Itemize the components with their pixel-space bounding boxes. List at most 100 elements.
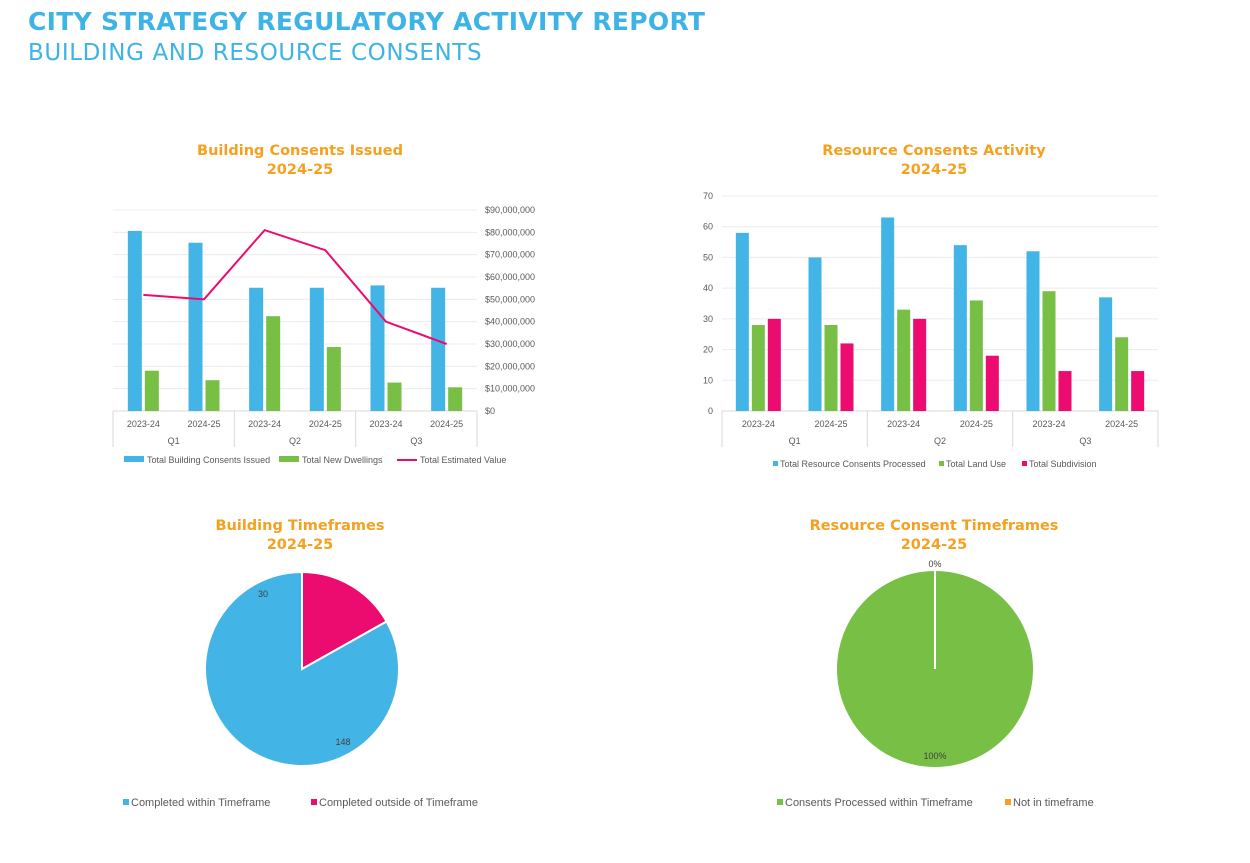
- legend-swatch: [123, 799, 129, 805]
- y-right-tick-label: $90,000,000: [485, 205, 535, 215]
- bar-resource-processed: [1099, 297, 1113, 411]
- x-tick-label: 2024-25: [1105, 419, 1138, 429]
- pie-data-label: 100%: [923, 751, 946, 761]
- x-tick-label: 2023-24: [248, 419, 281, 429]
- x-group-label: Q1: [168, 436, 180, 446]
- pie-data-label: 148: [335, 737, 350, 747]
- bar-resource-processed: [881, 217, 895, 411]
- bar-new-dwellings: [448, 387, 463, 411]
- pie-slice: [301, 570, 388, 671]
- legend-estimated-value: Total Estimated Value: [420, 455, 506, 465]
- legend-swatch: [777, 799, 783, 805]
- legend-label: Completed within Timeframe: [131, 797, 270, 809]
- y-right-tick-label: $60,000,000: [485, 272, 535, 282]
- legend-land-use-swatch: [939, 461, 944, 466]
- building-timeframes-chart: Building Timeframes 2024-25 148 30 Completed…: [123, 518, 478, 809]
- chart-subtitle: 2024-25: [267, 162, 334, 178]
- x-group-label: Q1: [789, 436, 801, 446]
- y-tick-label: 40: [703, 283, 713, 293]
- chart-subtitle: 2024-25: [267, 537, 334, 553]
- report-title: CITY STRATEGY REGULATORY ACTIVITY REPORT: [28, 7, 706, 36]
- bar-new-dwellings: [326, 347, 341, 411]
- x-tick-label: 2023-24: [742, 419, 775, 429]
- bar-subdivision: [913, 318, 927, 411]
- y-right-tick-label: $50,000,000: [485, 294, 535, 304]
- bar-land-use: [824, 325, 838, 411]
- y-right-tick-label: $20,000,000: [485, 361, 535, 371]
- bar-new-dwellings: [266, 316, 281, 411]
- x-tick-label: 2023-24: [127, 419, 160, 429]
- resource-consents-chart: Resource Consents Activity 2024-25 0 10 20 30…: [703, 143, 1159, 469]
- bar-subdivision: [985, 355, 999, 411]
- legend-subdivision: Total Subdivision: [1029, 459, 1097, 469]
- bar-land-use: [1115, 337, 1129, 411]
- x-tick-label: 2024-25: [187, 419, 220, 429]
- chart-subtitle: 2024-25: [901, 162, 968, 178]
- legend-building-consents-swatch: [124, 456, 144, 462]
- legend-land-use: Total Land Use: [946, 459, 1006, 469]
- chart-title: Resource Consent Timeframes: [810, 518, 1059, 534]
- y-tick-label: 70: [703, 191, 713, 201]
- x-tick-label: 2024-25: [814, 419, 847, 429]
- legend-subdivision-swatch: [1022, 461, 1027, 466]
- bar-building-consents: [309, 287, 324, 411]
- legend-resource-processed-swatch: [773, 461, 778, 466]
- legend-new-dwellings-swatch: [279, 456, 299, 462]
- bar-new-dwellings: [144, 370, 159, 411]
- y-tick-label: 20: [703, 345, 713, 355]
- y-tick-label: 0: [708, 406, 713, 416]
- bar-building-consents: [370, 285, 385, 411]
- pie-data-label: 0%: [928, 559, 941, 569]
- bar-new-dwellings: [205, 380, 220, 411]
- legend-label: Completed outside of Timeframe: [319, 797, 478, 809]
- bar-resource-processed: [953, 245, 967, 411]
- bar-building-consents: [188, 242, 203, 411]
- bar-land-use: [1042, 291, 1056, 411]
- report-header: CITY STRATEGY REGULATORY ACTIVITY REPORT…: [28, 6, 705, 68]
- legend-new-dwellings: Total New Dwellings: [302, 455, 383, 465]
- bar-new-dwellings: [387, 382, 402, 411]
- x-tick-label: 2024-25: [960, 419, 993, 429]
- x-group-label: Q2: [289, 436, 301, 446]
- y-tick-label: 50: [703, 252, 713, 262]
- x-group-label: Q2: [934, 436, 946, 446]
- resource-timeframes-chart: Resource Consent Timeframes 2024-25 100% 0%…: [777, 518, 1094, 809]
- report-subtitle: BUILDING AND RESOURCE CONSENTS: [28, 40, 483, 66]
- x-tick-label: 2023-24: [369, 419, 402, 429]
- bar-land-use: [751, 325, 765, 411]
- x-tick-label: 2024-25: [309, 419, 342, 429]
- building-consents-chart: Building Consents Issued 2024-25 $0 $10,000…: [112, 143, 535, 465]
- bar-building-consents: [249, 287, 264, 411]
- chart-title: Building Consents Issued: [197, 143, 403, 159]
- bar-subdivision: [840, 343, 854, 411]
- y-right-tick-label: $40,000,000: [485, 317, 535, 327]
- bar-resource-processed: [735, 232, 749, 411]
- y-tick-label: 10: [703, 375, 713, 385]
- x-tick-label: 2023-24: [1032, 419, 1065, 429]
- legend-label: Consents Processed within Timeframe: [785, 797, 973, 809]
- y-right-tick-label: $80,000,000: [485, 227, 535, 237]
- pie-slice: [204, 570, 400, 767]
- y-right-tick-label: $70,000,000: [485, 250, 535, 260]
- bar-land-use: [897, 309, 911, 411]
- legend-resource-processed: Total Resource Consents Processed: [780, 459, 926, 469]
- legend-swatch: [1005, 799, 1011, 805]
- bar-building-consents: [127, 230, 142, 411]
- chart-title: Building Timeframes: [215, 518, 384, 534]
- bar-resource-processed: [1026, 251, 1040, 411]
- bar-subdivision: [1131, 371, 1145, 411]
- y-right-tick-label: $10,000,000: [485, 384, 535, 394]
- x-group-label: Q3: [1079, 436, 1091, 446]
- y-right-tick-label: $0: [485, 406, 495, 416]
- bar-subdivision: [767, 318, 781, 411]
- bar-building-consents: [431, 287, 446, 411]
- y-tick-label: 30: [703, 314, 713, 324]
- chart-subtitle: 2024-25: [901, 537, 968, 553]
- bar-land-use: [969, 300, 983, 411]
- y-tick-label: 60: [703, 222, 713, 232]
- y-right-tick-label: $30,000,000: [485, 339, 535, 349]
- x-group-label: Q3: [410, 436, 422, 446]
- bar-resource-processed: [808, 257, 822, 411]
- x-tick-label: 2024-25: [430, 419, 463, 429]
- legend-building-consents: Total Building Consents Issued: [147, 455, 270, 465]
